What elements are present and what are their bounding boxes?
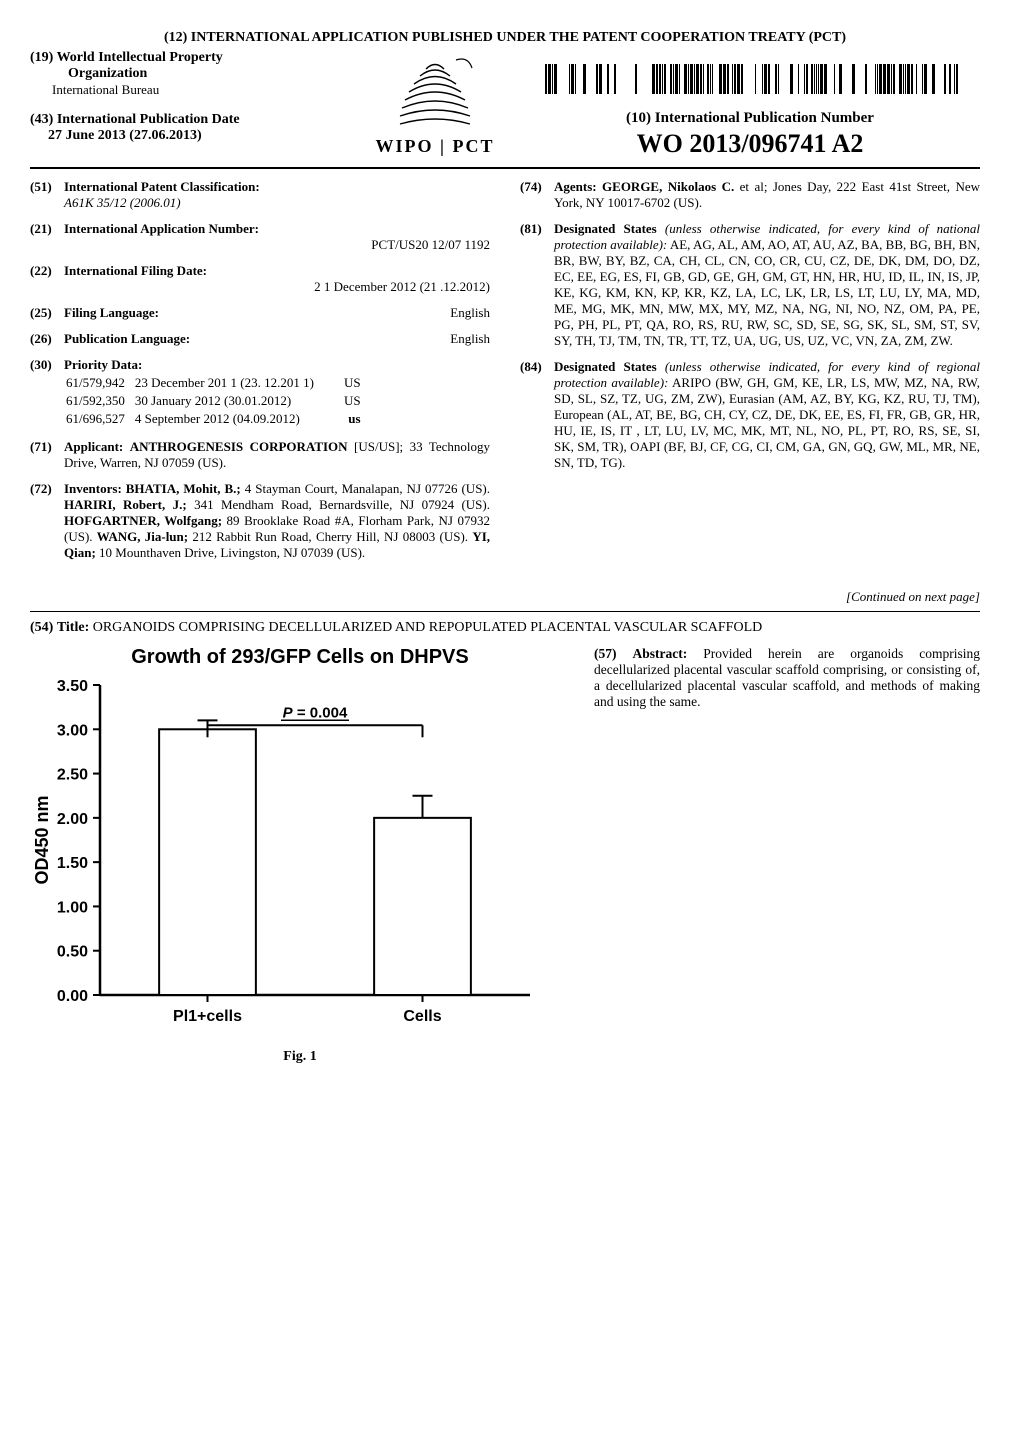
figure-caption: Fig. 1 bbox=[30, 1049, 570, 1065]
pubnum-value: WO 2013/096741 A2 bbox=[520, 129, 980, 159]
header-center: WIPO | PCT bbox=[350, 50, 520, 157]
field-51-value: A61K 35/12 (2006.01) bbox=[64, 195, 181, 210]
field-26-value: English bbox=[450, 331, 490, 347]
field-21-label: International Application Number: bbox=[64, 221, 259, 236]
wipo-logo-icon bbox=[390, 54, 480, 134]
field-22-value: 2 1 December 2012 (21 .12.2012) bbox=[64, 279, 490, 295]
field-81-num: (81) bbox=[520, 221, 554, 349]
abstract-num: (57) bbox=[594, 646, 617, 661]
svg-text:Cells: Cells bbox=[403, 1008, 441, 1025]
field-84: (84) Designated States (unless otherwise… bbox=[520, 359, 980, 471]
field-25-num: (25) bbox=[30, 305, 64, 321]
abstract-zone: (57) Abstract: Provided herein are organ… bbox=[594, 646, 980, 1065]
field-81-body: AE, AG, AL, AM, AO, AT, AU, AZ, BA, BB, … bbox=[554, 237, 980, 348]
field-26-label: Publication Language: bbox=[64, 331, 190, 347]
chart-zone: Growth of 293/GFP Cells on DHPVS 0.000.5… bbox=[30, 646, 570, 1065]
field-51-num: (51) bbox=[30, 179, 64, 211]
bar-chart: 0.000.501.001.502.002.503.003.50OD450 nm… bbox=[30, 675, 550, 1035]
field-71-num: (71) bbox=[30, 439, 64, 471]
field-21-value: PCT/US20 12/07 1192 bbox=[64, 237, 490, 253]
field-72-label: Inventors: bbox=[64, 481, 126, 496]
biblio-left-column: (51) International Patent Classification… bbox=[30, 179, 490, 571]
field-25-value: English bbox=[450, 305, 490, 321]
international-bureau: International Bureau bbox=[52, 82, 350, 98]
priority-table: 61/579,94223 December 201 1 (23. 12.201 … bbox=[64, 373, 371, 429]
biblio-right-column: (74) Agents: GEORGE, Nikolaos C. et al; … bbox=[520, 179, 980, 571]
header-right: (10) International Publication Number WO… bbox=[520, 50, 980, 159]
title-text: ORGANOIDS COMPRISING DECELLULARIZED AND … bbox=[93, 620, 763, 635]
org-line-2: Organization bbox=[68, 66, 350, 82]
field-81-label: Designated States bbox=[554, 221, 657, 236]
priority-row: 61/696,5274 September 2012 (04.09.2012)u… bbox=[66, 411, 369, 427]
field-72-body: BHATIA, Mohit, B.; 4 Stayman Court, Mana… bbox=[64, 481, 490, 560]
abstract-label: Abstract: bbox=[633, 646, 688, 661]
header-row: (19) World Intellectual Property Organiz… bbox=[30, 50, 980, 159]
divider-top bbox=[30, 167, 980, 169]
pubdate-value: 27 June 2013 (27.06.2013) bbox=[48, 128, 350, 144]
field-74-num: (74) bbox=[520, 179, 554, 211]
field-81: (81) Designated States (unless otherwise… bbox=[520, 221, 980, 349]
field-26-num: (26) bbox=[30, 331, 64, 347]
lower-section: Growth of 293/GFP Cells on DHPVS 0.000.5… bbox=[30, 646, 980, 1065]
applicant-name: ANTHROGENESIS CORPORATION bbox=[130, 439, 348, 454]
field-74: (74) Agents: GEORGE, Nikolaos C. et al; … bbox=[520, 179, 980, 211]
field-30-num: (30) bbox=[30, 357, 64, 429]
treaty-heading: (12) INTERNATIONAL APPLICATION PUBLISHED… bbox=[30, 30, 980, 46]
field-71-label: Applicant: bbox=[64, 439, 123, 454]
chart-title: Growth of 293/GFP Cells on DHPVS bbox=[30, 646, 570, 669]
continued-text: [Continued on next page] bbox=[30, 589, 980, 605]
field-72: (72) Inventors: BHATIA, Mohit, B.; 4 Sta… bbox=[30, 481, 490, 561]
svg-text:Pl1+cells: Pl1+cells bbox=[173, 1008, 242, 1025]
field-22-num: (22) bbox=[30, 263, 64, 295]
field-21-num: (21) bbox=[30, 221, 64, 253]
priority-row: 61/592,35030 January 2012 (30.01.2012)US bbox=[66, 393, 369, 409]
svg-text:P = 0.004: P = 0.004 bbox=[283, 704, 348, 721]
org-line-1: (19) World Intellectual Property bbox=[30, 50, 350, 66]
field-25-label: Filing Language: bbox=[64, 305, 159, 321]
field-74-body: GEORGE, Nikolaos C. et al; Jones Day, 22… bbox=[554, 179, 980, 210]
field-71: (71) Applicant: ANTHROGENESIS CORPORATIO… bbox=[30, 439, 490, 471]
field-84-label: Designated States bbox=[554, 359, 657, 374]
header-left: (19) World Intellectual Property Organiz… bbox=[30, 50, 350, 144]
field-30: (30) Priority Data: 61/579,94223 Decembe… bbox=[30, 357, 490, 429]
field-22: (22) International Filing Date: 2 1 Dece… bbox=[30, 263, 490, 295]
title-row: (54) Title: ORGANOIDS COMPRISING DECELLU… bbox=[30, 620, 980, 636]
field-51-label: International Patent Classification: bbox=[64, 179, 260, 194]
wipo-pct-text: WIPO | PCT bbox=[350, 136, 520, 157]
field-21: (21) International Application Number: P… bbox=[30, 221, 490, 253]
left-margin-sidebar: WO 2013/096741 A2 bbox=[6, 513, 66, 1413]
field-22-label: International Filing Date: bbox=[64, 263, 207, 278]
field-30-label: Priority Data: bbox=[64, 357, 142, 372]
field-51: (51) International Patent Classification… bbox=[30, 179, 490, 211]
field-26: (26) Publication Language: English bbox=[30, 331, 490, 347]
field-84-num: (84) bbox=[520, 359, 554, 471]
pubdate-label: (43) International Publication Date bbox=[30, 112, 350, 128]
field-74-label: Agents: bbox=[554, 179, 602, 194]
field-25: (25) Filing Language: English bbox=[30, 305, 490, 321]
divider-mid bbox=[30, 611, 980, 612]
header-barcode bbox=[540, 62, 960, 96]
bibliographic-columns: (51) International Patent Classification… bbox=[30, 179, 980, 571]
priority-row: 61/579,94223 December 201 1 (23. 12.201 … bbox=[66, 375, 369, 391]
pubnum-label: (10) International Publication Number bbox=[520, 110, 980, 127]
